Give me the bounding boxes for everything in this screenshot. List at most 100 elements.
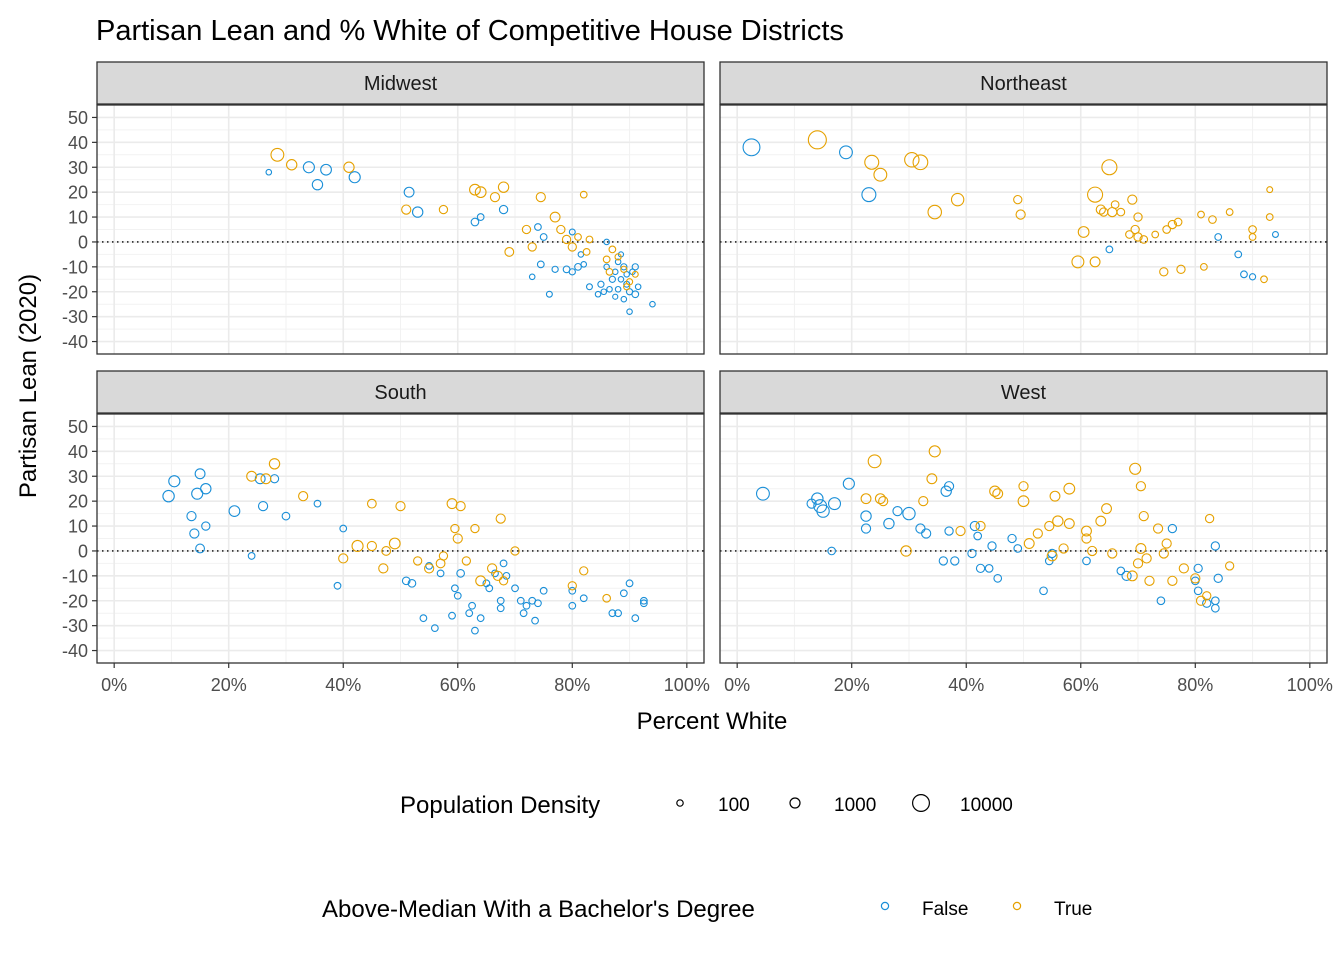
- size-legend-key-100: [676, 799, 684, 807]
- data-point-false: [603, 238, 610, 246]
- data-point-false: [189, 528, 200, 539]
- data-point-true: [1058, 543, 1069, 554]
- data-point-false: [411, 206, 424, 218]
- data-point-true: [1063, 518, 1075, 530]
- data-point-true: [366, 540, 377, 552]
- data-point-false: [348, 171, 361, 184]
- data-point-true: [401, 204, 412, 215]
- y-tick-label: 0: [78, 541, 88, 561]
- x-tick-label: 80%: [1177, 675, 1213, 695]
- data-point-false: [476, 614, 485, 623]
- data-point-false: [921, 528, 932, 539]
- data-point-true: [474, 186, 487, 199]
- y-tick-label: 30: [68, 467, 88, 487]
- data-point-false: [339, 524, 348, 533]
- panel-strip-label: South: [374, 382, 426, 404]
- data-point-false: [186, 510, 197, 522]
- data-point-false: [1193, 586, 1203, 596]
- data-point-false: [827, 546, 837, 556]
- data-point-false: [528, 273, 536, 281]
- data-point-false: [639, 599, 648, 608]
- data-point-false: [201, 521, 211, 531]
- color-legend-key-false: [880, 901, 890, 911]
- data-point-true: [268, 458, 281, 470]
- color-legend-keys: False True: [880, 899, 1092, 920]
- data-point-false: [1210, 603, 1220, 613]
- data-point-true: [1178, 563, 1189, 574]
- data-point-false: [1271, 230, 1279, 238]
- data-point-false: [828, 497, 842, 511]
- data-point-true: [602, 255, 611, 264]
- data-point-true: [1087, 545, 1098, 557]
- data-point-false: [568, 601, 577, 610]
- data-point-false: [536, 260, 545, 269]
- data-point-true: [574, 233, 582, 241]
- data-point-false: [626, 308, 633, 315]
- size-legend-label: 1000: [834, 795, 876, 816]
- y-tick-label: -20: [62, 591, 88, 611]
- data-point-false: [200, 482, 212, 495]
- data-point-false: [320, 163, 332, 176]
- data-point-false: [465, 609, 474, 618]
- y-tick-label: 50: [68, 108, 88, 128]
- data-point-true: [1049, 490, 1061, 502]
- y-tick-label: 30: [68, 158, 88, 178]
- color-legend-key-true: [1012, 901, 1022, 911]
- data-point-true: [486, 563, 498, 574]
- data-point-false: [539, 233, 548, 241]
- data-point-false: [168, 475, 181, 488]
- data-point-true: [475, 575, 487, 587]
- data-point-false: [973, 531, 983, 541]
- panel-strip: [719, 61, 1328, 105]
- y-tick-label: 40: [68, 133, 88, 153]
- panel-west: West 0% 20% 40% 60% 80% 100%: [719, 370, 1333, 695]
- data-point-false: [969, 520, 980, 532]
- data-point-true: [470, 523, 480, 534]
- data-point-false: [612, 293, 619, 300]
- data-point-false: [1202, 598, 1212, 608]
- data-point-true: [1161, 538, 1172, 549]
- data-point-true: [608, 245, 617, 254]
- data-point-false: [1116, 566, 1126, 576]
- data-point-true: [900, 545, 912, 557]
- data-point-false: [614, 609, 622, 618]
- data-point-false: [333, 581, 342, 590]
- data-point-false: [456, 569, 465, 578]
- data-point-true: [1110, 200, 1120, 209]
- data-point-false: [606, 285, 613, 293]
- data-point-true: [1158, 548, 1169, 559]
- data-point-false: [436, 569, 445, 578]
- data-point-true: [1101, 159, 1118, 176]
- data-point-true: [413, 556, 423, 566]
- data-point-false: [539, 586, 548, 595]
- x-tick-label: 20%: [834, 675, 870, 695]
- data-point-false: [281, 511, 291, 521]
- data-point-false: [407, 578, 417, 588]
- data-point-false: [608, 609, 617, 618]
- data-point-false: [568, 586, 577, 595]
- data-point-false: [617, 275, 625, 283]
- data-point-false: [1121, 570, 1132, 581]
- data-point-true: [1133, 212, 1143, 222]
- panels-group: Midwest -40 -30 -20 -10 0 10 20 30 40 50 Northeast S…: [62, 61, 1333, 695]
- data-point-false: [975, 563, 986, 574]
- y-tick-label: -30: [62, 616, 88, 636]
- data-point-false: [1013, 544, 1023, 553]
- panel-northeast: Northeast: [719, 61, 1328, 355]
- data-point-false: [608, 275, 617, 283]
- data-point-false: [619, 589, 628, 598]
- data-point-true: [452, 533, 463, 544]
- data-point-true: [1141, 553, 1152, 564]
- panel-strip-label: Northeast: [980, 73, 1067, 95]
- data-point-true: [489, 192, 501, 203]
- data-point-true: [450, 523, 460, 534]
- size-legend-title: Population Density: [400, 792, 600, 819]
- data-point-false: [313, 499, 322, 508]
- data-point-true: [582, 248, 591, 256]
- data-point-true: [1208, 215, 1217, 224]
- data-point-false: [902, 506, 916, 521]
- x-tick-label: 100%: [664, 675, 710, 695]
- data-point-true: [620, 265, 628, 273]
- data-point-true: [561, 234, 572, 245]
- data-point-true: [1087, 186, 1104, 203]
